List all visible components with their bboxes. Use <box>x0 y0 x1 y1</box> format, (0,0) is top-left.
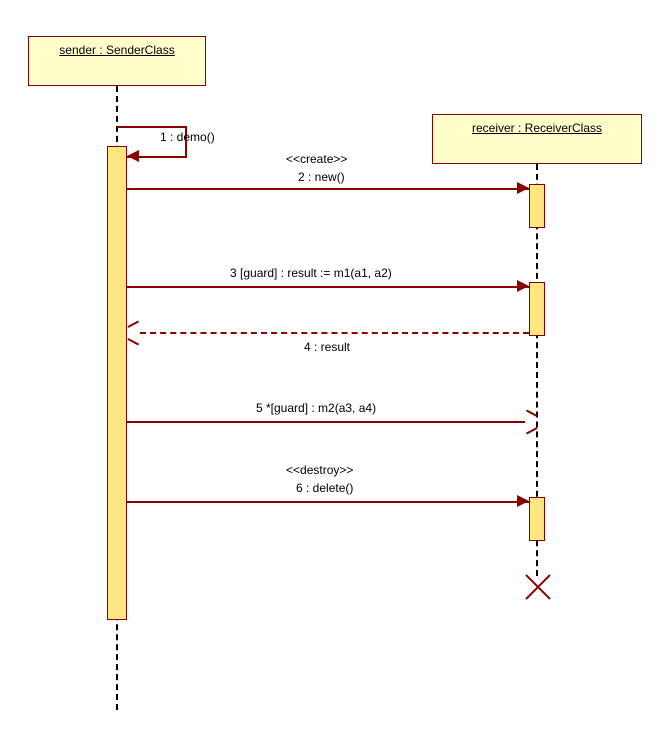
msg-demo-line-out <box>117 126 185 128</box>
msg-m2-line <box>127 421 525 423</box>
msg-result-label: 4 : result <box>304 340 350 354</box>
msg-m1-label: 3 [guard] : result := m1(a1, a2) <box>230 266 392 280</box>
msg-destroy-line <box>127 501 529 503</box>
msg-demo-arrowhead <box>127 150 139 162</box>
msg-m2-label: 5 *[guard] : m2(a3, a4) <box>256 401 376 415</box>
msg-create-stereotype: <<create>> <box>286 152 347 166</box>
msg-result-line <box>140 332 529 334</box>
msg-m1-line <box>127 286 529 288</box>
msg-demo-label: 1 : demo() <box>160 130 215 144</box>
receiver-lifeline-label: receiver : ReceiverClass <box>472 121 602 135</box>
msg-create-arrowhead <box>517 182 529 194</box>
receiver-activation-create <box>529 184 545 228</box>
sender-activation <box>107 146 127 620</box>
sender-lifeline-label: sender : SenderClass <box>59 43 174 57</box>
receiver-activation-m1 <box>529 282 545 336</box>
sender-lifeline-head: sender : SenderClass <box>28 36 206 86</box>
receiver-activation-destroy <box>529 497 545 541</box>
receiver-lifeline-head: receiver : ReceiverClass <box>432 114 642 164</box>
msg-m1-arrowhead <box>517 280 529 292</box>
msg-create-line <box>127 188 529 190</box>
msg-destroy-label: 6 : delete() <box>296 481 353 495</box>
msg-result-arrowhead-top <box>128 320 140 327</box>
destroy-marker <box>521 570 555 604</box>
msg-destroy-stereotype: <<destroy>> <box>286 463 353 477</box>
msg-destroy-arrowhead <box>517 495 529 507</box>
msg-create-label: 2 : new() <box>298 170 345 184</box>
msg-result-arrowhead-bot <box>128 338 140 345</box>
sequence-diagram: sender : SenderClass receiver : Receiver… <box>0 0 668 738</box>
